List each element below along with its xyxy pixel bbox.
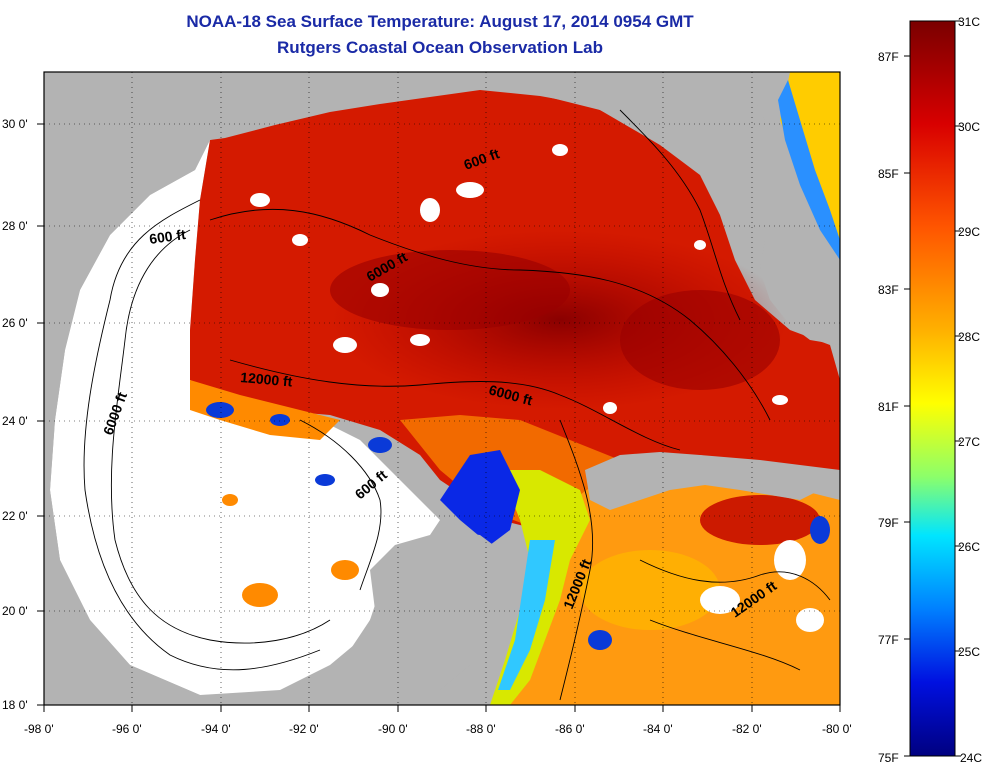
sst-orange-patches [222,494,359,607]
colorbar-f-label: 83F [878,283,899,297]
lat-tick-label: 20 0' [2,604,28,618]
sst-atlantic-cool [778,80,840,260]
lat-tick-label: 26 0' [2,316,28,330]
sst-hot-patch-2 [620,290,780,390]
lon-tick-label: -84 0' [643,722,673,736]
lon-tick-label: -98 0' [24,722,54,736]
colorbar-f-label: 87F [878,50,899,64]
cloud-patches [250,144,824,632]
lat-tick-label: 24 0' [2,414,28,428]
sst-cold-patches [206,402,830,650]
sst-cold-strip [440,450,520,545]
colorbar [909,20,956,757]
lat-tick-label: 22 0' [2,509,28,523]
lat-tick-label: 28 0' [2,219,28,233]
lon-tick-label: -88 0' [466,722,496,736]
lon-tick-label: -94 0' [201,722,231,736]
gulf-coast-north [44,72,740,705]
colorbar-f-label: 77F [878,633,899,647]
grid-lines [44,72,840,705]
sst-hot-patch-1 [330,250,570,330]
colorbar-c-label: 25C [958,645,980,659]
lon-tick-label: -96 0' [112,722,142,736]
colorbar-f-label: 85F [878,167,899,181]
lat-tick-label: 18 0' [2,698,28,712]
colorbar-c-label: 26C [958,540,980,554]
sst-cool-strip [498,540,555,690]
lon-tick-label: -92 0' [289,722,319,736]
contour-label: 12000 ft [240,369,294,390]
sst-orange-west [190,380,340,440]
bathymetry-contours [83,109,831,701]
lat-tick-label: 30 0' [2,117,28,131]
lon-tick-label: -90 0' [378,722,408,736]
contour-label: 600 ft [148,226,187,247]
colorbar-c-label: 28C [958,330,980,344]
yucatan-peninsula [330,530,520,705]
sst-caribbean-yellow [580,550,720,630]
colorbar-c-label: 29C [958,225,980,239]
colorbar-f-label: 81F [878,400,899,414]
lon-tick-label: -86 0' [555,722,585,736]
lon-tick-label: -82 0' [732,722,762,736]
cuba [585,452,820,510]
map-subtitle: Rutgers Coastal Ocean Observation Lab [277,38,603,57]
map-frame [43,71,841,706]
axis-ticks [37,123,841,712]
lon-tick-label: -80 0' [822,722,852,736]
colorbar-c-label: 27C [958,435,980,449]
colorbar-c-label: 30C [958,120,980,134]
colorbar-c-label: 31C [958,15,980,29]
colorbar-c-label: 24C [960,751,982,765]
colorbar-f-label: 75F [878,751,899,765]
map-title: NOAA-18 Sea Surface Temperature: August … [186,12,694,31]
sst-caribbean-warm [700,495,820,545]
colorbar-f-label: 79F [878,516,899,530]
colorbar-ticks [904,20,961,757]
